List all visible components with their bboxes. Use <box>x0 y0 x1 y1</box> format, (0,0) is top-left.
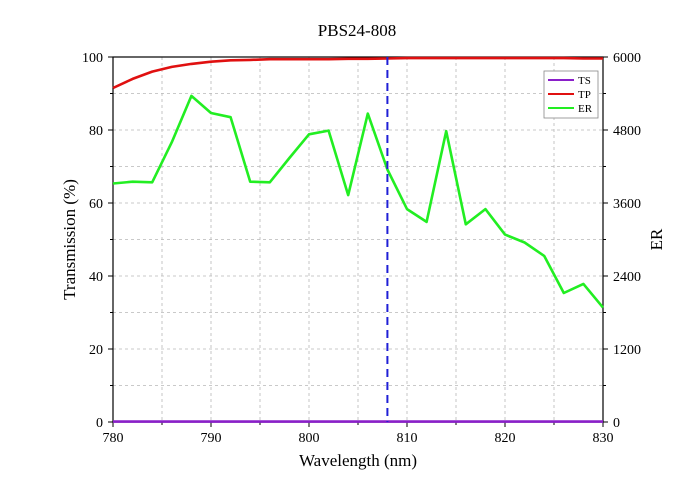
x-tick-label: 830 <box>593 431 614 446</box>
chart-title: PBS24-808 <box>318 21 396 40</box>
series-lines <box>112 56 605 423</box>
y-tick-label: 60 <box>89 197 103 212</box>
y2-tick-label: 0 <box>613 416 620 431</box>
x-tick-label: 820 <box>495 431 516 446</box>
x-tick-label: 790 <box>201 431 222 446</box>
x-tick-label: 780 <box>103 431 124 446</box>
x-tick-label: 800 <box>299 431 320 446</box>
series-line-tp <box>112 56 603 90</box>
y2-tick-label: 6000 <box>613 51 641 66</box>
x-axis-title: Wavelength (nm) <box>299 451 417 470</box>
y2-tick-label: 2400 <box>613 270 641 285</box>
legend-label-ts: TS <box>578 75 591 87</box>
series-line-er <box>112 94 605 309</box>
y-tick-label: 80 <box>89 124 103 139</box>
y2-tick-label: 3600 <box>613 197 641 212</box>
y-tick-label: 0 <box>96 416 103 431</box>
y-tick-label: 20 <box>89 343 103 358</box>
legend-label-tp: TP <box>578 89 591 101</box>
y-axis-title: Transmission (%) <box>60 179 79 300</box>
y2-axis-title: ER <box>647 228 666 250</box>
grid <box>113 57 603 422</box>
y-tick-label: 40 <box>89 270 103 285</box>
y2-tick-label: 1200 <box>613 343 641 358</box>
tick-labels: 780 790 800 810 820 8300204060801000120024003… <box>82 51 641 446</box>
legend: TS TP ER <box>543 70 599 119</box>
legend-label-er: ER <box>578 103 593 115</box>
y2-tick-label: 4800 <box>613 124 641 139</box>
x-tick-label: 810 <box>397 431 418 446</box>
y-tick-label: 100 <box>82 51 103 66</box>
